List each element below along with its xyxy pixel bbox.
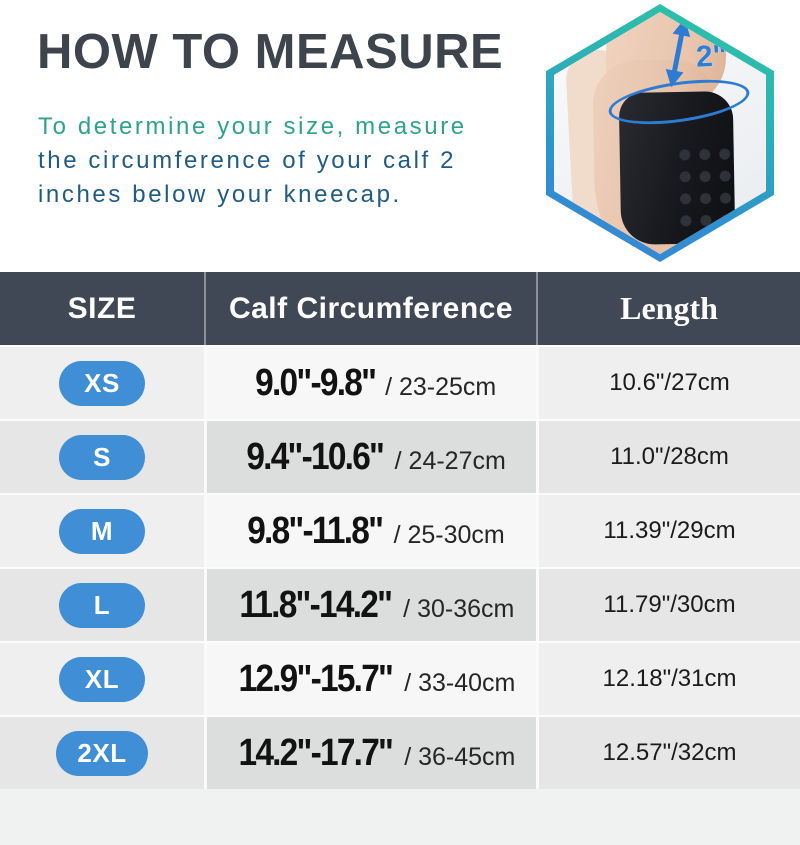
size-badge: 2XL [56, 730, 148, 776]
calf-range-cm: / 23-25cm [385, 372, 497, 401]
size-cell: 2XL [0, 717, 204, 789]
measure-instructions: To determine your size, measure the circ… [38, 110, 467, 212]
size-cell: XL [0, 643, 204, 715]
length-value: 12.57"/32cm [602, 739, 737, 766]
table-row: XL 12.9"-15.7" / 33-40cm 12.18"/31cm [0, 641, 800, 715]
calf-range-cm: / 30-36cm [403, 594, 515, 623]
calf-cell: 12.9"-15.7" / 33-40cm [204, 643, 536, 715]
calf-range-cm: / 36-45cm [404, 742, 516, 771]
calf-cell: 11.8"-14.2" / 30-36cm [204, 569, 536, 641]
calf-range-inches: 14.2"-17.7" [238, 731, 393, 774]
size-badge: L [59, 582, 145, 628]
measurement-illustration: 2" [546, 4, 774, 262]
calf-range-cm: / 33-40cm [404, 668, 516, 697]
calf-range-inches: 9.4"-10.6" [246, 435, 386, 478]
length-cell: 11.79"/30cm [536, 569, 800, 641]
column-header-size: SIZE [67, 291, 137, 325]
table-header: SIZE Calf Circumference Length [0, 272, 800, 345]
instruction-line: the circumference of your calf 2 [38, 147, 457, 174]
length-value: 11.79"/30cm [603, 591, 736, 618]
size-badge: XS [59, 360, 145, 406]
length-cell: 10.6"/27cm [536, 347, 800, 419]
size-cell: S [0, 421, 204, 493]
calf-range-inches: 11.8"-14.2" [239, 583, 393, 626]
table-row: 2XL 14.2"-17.7" / 36-45cm 12.57"/32cm [0, 715, 800, 789]
size-cell: L [0, 569, 204, 641]
size-badge: XL [59, 656, 145, 702]
length-cell: 11.39"/29cm [536, 495, 800, 567]
size-cell: XS [0, 347, 204, 419]
calf-range-cm: / 24-27cm [394, 446, 506, 475]
calf-cell: 14.2"-17.7" / 36-45cm [204, 717, 536, 789]
size-cell: M [0, 495, 204, 567]
size-badge: M [59, 508, 145, 554]
calf-cell: 9.0"-9.8" / 23-25cm [204, 347, 536, 419]
page-title: HOW TO MEASURE [37, 25, 504, 79]
length-value: 10.6"/27cm [609, 369, 730, 396]
size-chart-table: SIZE Calf Circumference Length XS 9.0"-9… [0, 272, 800, 789]
instruction-line: To determine your size, measure [38, 113, 467, 140]
instruction-line: inches below your kneecap. [38, 181, 402, 208]
double-arrow-icon [652, 15, 705, 91]
table-row: L 11.8"-14.2" / 30-36cm 11.79"/30cm [0, 567, 800, 641]
length-value: 11.39"/29cm [603, 517, 736, 544]
length-cell: 12.57"/32cm [536, 717, 800, 789]
column-header-calf-circumference: Calf Circumference [204, 272, 536, 345]
length-value: 12.18"/31cm [602, 665, 737, 692]
column-header-length: Length [536, 272, 800, 345]
table-row: M 9.8"-11.8" / 25-30cm 11.39"/29cm [0, 493, 800, 567]
calf-cell: 9.8"-11.8" / 25-30cm [204, 495, 536, 567]
calf-range-cm: / 25-30cm [393, 520, 505, 549]
calf-cell: 9.4"-10.6" / 24-27cm [204, 421, 536, 493]
size-badge: S [59, 434, 145, 480]
calf-range-inches: 12.9"-15.7" [238, 657, 393, 700]
hero-section: HOW TO MEASURE To determine your size, m… [0, 0, 800, 272]
table-row: S 9.4"-10.6" / 24-27cm 11.0"/28cm [0, 419, 800, 493]
length-cell: 12.18"/31cm [536, 643, 800, 715]
footer-spacer [0, 789, 800, 845]
table-row: XS 9.0"-9.8" / 23-25cm 10.6"/27cm [0, 345, 800, 419]
calf-range-inches: 9.0"-9.8" [254, 361, 377, 404]
length-value: 11.0"/28cm [610, 443, 729, 470]
calf-range-inches: 9.8"-11.8" [247, 509, 384, 552]
length-cell: 11.0"/28cm [536, 421, 800, 493]
